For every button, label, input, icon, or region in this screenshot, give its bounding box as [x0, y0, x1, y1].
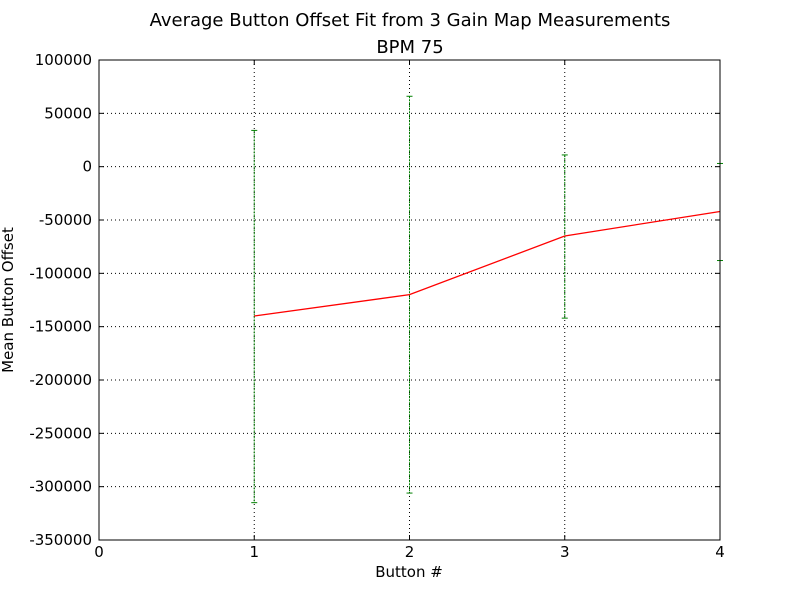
x-tick-label: 2 — [405, 543, 415, 561]
y-axis-label: Mean Button Offset — [0, 227, 17, 373]
y-tick-label: -200000 — [29, 371, 92, 389]
axis-ticks: 0 1 2 3 4 100000 50000 0 -50000 -100000 -150000 -20… — [29, 51, 724, 561]
grid — [99, 60, 720, 540]
series-lines — [254, 210, 721, 317]
chart-title: Average Button Offset Fit from 3 Gain Ma… — [150, 10, 671, 31]
y-tick-label: -100000 — [29, 264, 92, 282]
y-tick-label: 0 — [82, 158, 92, 176]
x-tick-label: 3 — [560, 543, 570, 561]
y-tick-label: 100000 — [35, 51, 92, 69]
error-bars — [251, 95, 723, 504]
x-tick-label: 0 — [94, 543, 104, 561]
y-tick-label: -150000 — [29, 318, 92, 336]
y-tick-label: -50000 — [39, 211, 92, 229]
chart-subtitle: BPM 75 — [376, 37, 443, 58]
x-axis-label: Button # — [375, 563, 443, 581]
y-tick-label: -300000 — [29, 478, 92, 496]
x-tick-label: 4 — [715, 543, 725, 561]
x-tick-label: 1 — [249, 543, 259, 561]
series-line — [254, 210, 721, 317]
y-tick-label: -250000 — [29, 424, 92, 442]
y-tick-label: -350000 — [29, 531, 92, 549]
y-tick-label: 50000 — [44, 104, 92, 122]
